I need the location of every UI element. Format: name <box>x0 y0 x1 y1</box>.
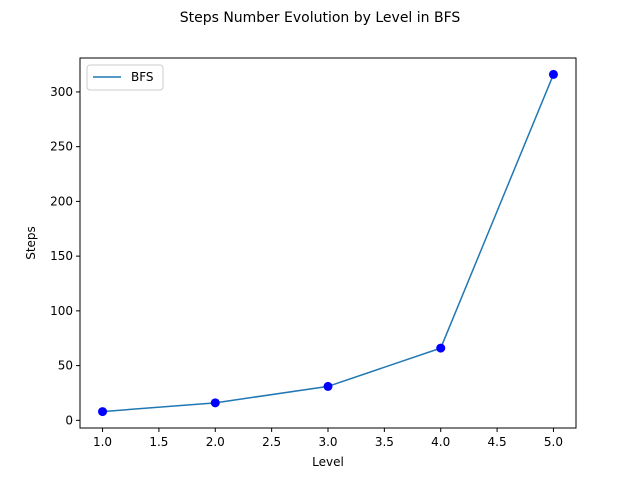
data-point <box>98 407 108 417</box>
x-axis-label: Level <box>312 455 344 469</box>
y-axis-label: Steps <box>24 226 38 260</box>
y-tick-label: 200 <box>50 194 73 208</box>
x-tick-label: 3.5 <box>375 435 394 449</box>
chart-title: Steps Number Evolution by Level in BFS <box>180 10 461 26</box>
x-axis: 1.0 1.5 2.0 2.5 3.0 3.5 4.0 4.5 5.0 <box>93 428 563 449</box>
data-point <box>323 381 333 391</box>
legend-box <box>86 64 164 91</box>
x-tick-label: 4.0 <box>431 435 450 449</box>
plot-frame <box>79 57 577 429</box>
plot-area <box>80 58 576 428</box>
series-layer <box>98 69 558 417</box>
y-axis: 0 50 100 150 200 250 300 <box>50 85 80 427</box>
y-tick-label: 100 <box>50 304 73 318</box>
data-point <box>436 343 446 353</box>
legend-label: BFS <box>131 70 154 84</box>
data-point <box>548 69 558 79</box>
x-tick-label: 4.5 <box>488 435 507 449</box>
y-tick-label: 0 <box>65 413 73 427</box>
y-tick-label: 50 <box>58 359 73 373</box>
y-tick-label: 150 <box>50 249 73 263</box>
legend: BFS <box>86 64 164 91</box>
x-tick-label: 3.0 <box>318 435 337 449</box>
data-point <box>210 398 220 408</box>
x-tick-label: 5.0 <box>544 435 563 449</box>
x-tick-label: 2.0 <box>206 435 225 449</box>
y-tick-label: 250 <box>50 140 73 154</box>
x-tick-label: 2.5 <box>262 435 281 449</box>
x-tick-label: 1.5 <box>149 435 168 449</box>
x-tick-label: 1.0 <box>93 435 112 449</box>
y-tick-label: 300 <box>50 85 73 99</box>
